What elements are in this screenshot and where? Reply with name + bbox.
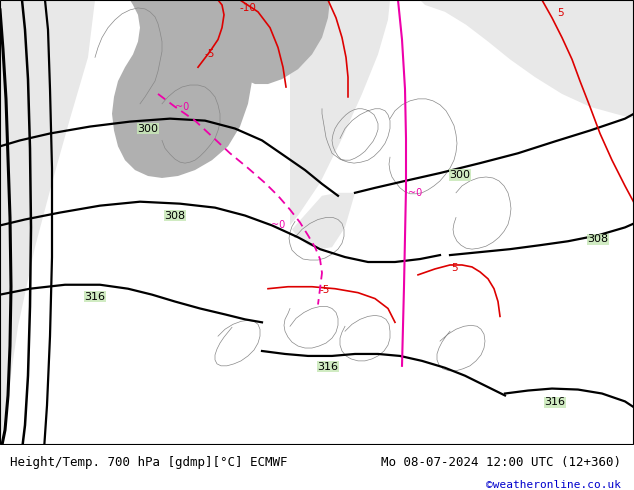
Text: Mo 08-07-2024 12:00 UTC (12+360): Mo 08-07-2024 12:00 UTC (12+360) — [381, 456, 621, 468]
Text: 308: 308 — [588, 234, 609, 245]
Polygon shape — [292, 193, 355, 249]
Polygon shape — [112, 0, 252, 178]
Polygon shape — [0, 0, 95, 445]
Text: -5: -5 — [205, 49, 215, 59]
Text: 300: 300 — [450, 170, 470, 180]
Polygon shape — [220, 0, 330, 84]
Text: 316: 316 — [545, 397, 566, 407]
Text: ~0: ~0 — [271, 220, 285, 230]
Polygon shape — [290, 0, 390, 225]
Text: 300: 300 — [138, 123, 158, 134]
Text: -10: -10 — [240, 3, 256, 13]
Text: 5: 5 — [451, 263, 458, 273]
Text: 316: 316 — [318, 362, 339, 372]
Text: ~0: ~0 — [175, 102, 189, 112]
Text: 316: 316 — [84, 292, 105, 302]
Text: -5: -5 — [320, 285, 330, 294]
Text: ©weatheronline.co.uk: ©weatheronline.co.uk — [486, 480, 621, 490]
Text: ~0: ~0 — [408, 188, 422, 198]
Text: 308: 308 — [164, 211, 186, 220]
Text: Height/Temp. 700 hPa [gdmp][°C] ECMWF: Height/Temp. 700 hPa [gdmp][°C] ECMWF — [10, 456, 287, 468]
Polygon shape — [420, 0, 634, 119]
Text: 5: 5 — [557, 8, 564, 18]
